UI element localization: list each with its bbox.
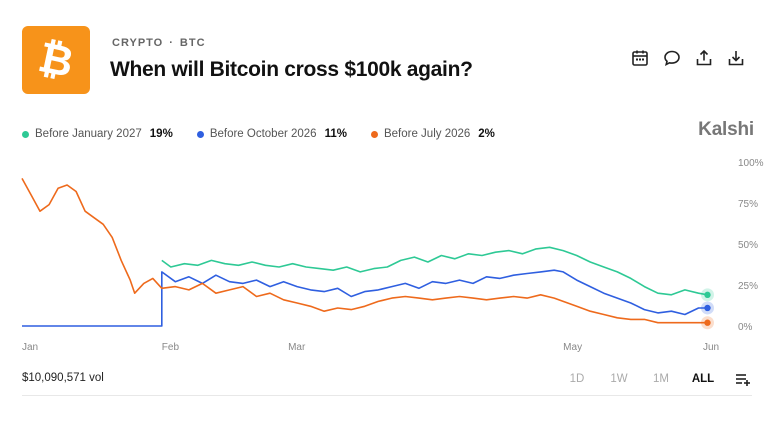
legend-value: 2% bbox=[478, 128, 495, 140]
list-filter-icon[interactable] bbox=[734, 370, 752, 388]
y-tick-label: 50% bbox=[738, 240, 758, 251]
share-icon[interactable] bbox=[694, 48, 714, 68]
x-tick-label: Mar bbox=[288, 342, 306, 353]
x-tick-label: Jun bbox=[703, 342, 719, 353]
series-endpoint bbox=[704, 304, 711, 312]
legend-item-october-2026[interactable]: Before October 2026 11% bbox=[196, 128, 347, 140]
breadcrumb-category[interactable]: CRYPTO bbox=[112, 37, 164, 49]
bitcoin-logo-icon: ₿ bbox=[22, 26, 90, 94]
download-icon[interactable] bbox=[726, 48, 746, 68]
breadcrumb-separator: · bbox=[169, 37, 174, 49]
svg-text:₿: ₿ bbox=[34, 32, 78, 87]
calendar-icon[interactable] bbox=[630, 48, 650, 68]
page-title: When will Bitcoin cross $100k again? bbox=[110, 58, 473, 81]
header-actions bbox=[630, 48, 746, 72]
series-line bbox=[22, 269, 708, 327]
x-tick-label: Jan bbox=[22, 342, 38, 353]
legend-value: 11% bbox=[324, 128, 347, 140]
chart-legend: Before January 2027 19% Before October 2… bbox=[22, 126, 519, 142]
volume-text: $10,090,571 vol bbox=[22, 372, 104, 384]
price-history-chart[interactable]: 0% 25% 50% 75% 100% Jan Feb Mar May Jun bbox=[0, 150, 768, 360]
series-line bbox=[161, 246, 708, 296]
legend-dot bbox=[196, 130, 204, 138]
legend-dot bbox=[22, 130, 29, 138]
range-1m-button[interactable]: 1M bbox=[653, 373, 669, 385]
legend-label: Before January 2027 bbox=[35, 128, 142, 140]
breadcrumb: CRYPTO · BTC bbox=[112, 37, 206, 49]
series-endpoint bbox=[704, 291, 711, 299]
y-tick-label: 0% bbox=[738, 322, 753, 333]
kalshi-wordmark: Kalshi bbox=[698, 119, 754, 140]
legend-label: Before July 2026 bbox=[383, 128, 471, 140]
range-1d-button[interactable]: 1D bbox=[569, 373, 585, 385]
y-tick-label: 75% bbox=[738, 199, 758, 210]
legend-item-january-2027[interactable]: Before January 2027 19% bbox=[22, 128, 173, 140]
y-tick-label: 25% bbox=[738, 281, 758, 292]
time-range-selector: 1D 1W 1M ALL bbox=[556, 370, 752, 388]
breadcrumb-subcategory[interactable]: BTC bbox=[179, 37, 206, 49]
x-tick-label: Feb bbox=[162, 342, 180, 353]
range-all-button[interactable]: ALL bbox=[691, 373, 715, 385]
market-header: ₿ CRYPTO · BTC When will Bitcoin cross $10… bbox=[22, 26, 746, 94]
legend-label: Before October 2026 bbox=[209, 128, 317, 140]
chart-footer: $10,090,571 vol 1D 1W 1M ALL bbox=[22, 366, 752, 396]
legend-value: 19% bbox=[149, 128, 173, 140]
range-1w-button[interactable]: 1W bbox=[610, 373, 628, 385]
legend-item-july-2026[interactable]: Before July 2026 2% bbox=[370, 128, 495, 140]
legend-dot bbox=[370, 130, 378, 138]
x-tick-label: May bbox=[563, 342, 582, 353]
y-tick-label: 100% bbox=[738, 158, 764, 169]
series-line bbox=[21, 178, 708, 324]
comment-icon[interactable] bbox=[662, 48, 682, 68]
series-endpoint bbox=[704, 319, 711, 326]
